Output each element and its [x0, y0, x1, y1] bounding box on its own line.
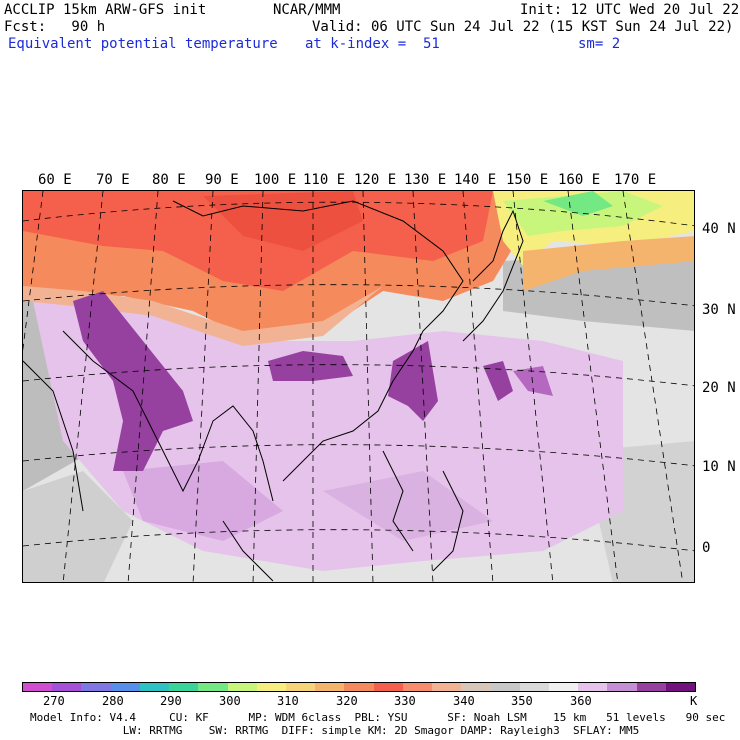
colorbar-swatch: [227, 683, 257, 691]
theta-e-map: [22, 190, 695, 583]
colorbar-swatch: [315, 683, 345, 691]
colorbar-unit: K: [690, 694, 698, 708]
model-info-line1: Model Info: V4.4 CU: KF MP: WDM 6class P…: [30, 711, 726, 724]
lon-label-130e: 130 E: [404, 172, 447, 188]
colorbar-swatch: [636, 683, 666, 691]
lat-label-0: 0: [702, 540, 711, 556]
pacific-deep-purple: [483, 361, 513, 401]
lat-label-20n: 20 N: [702, 380, 736, 396]
init-time: Init: 12 UTC Wed 20 Jul 22: [520, 2, 740, 18]
lon-label-70e: 70 E: [96, 172, 130, 188]
india-deep-purple: [73, 291, 193, 471]
colorbar-swatch: [198, 683, 228, 691]
lon-label-150e: 150 E: [506, 172, 549, 188]
ne-bright-green: [543, 191, 613, 216]
colorbar-label: 360: [570, 694, 592, 708]
lon-label-60e: 60 E: [38, 172, 72, 188]
colorbar-swatch: [285, 683, 316, 691]
colorbar-swatch: [169, 683, 199, 691]
lon-label-160e: 160 E: [558, 172, 601, 188]
colorbar-label: 350: [511, 694, 533, 708]
colorbar-swatch: [344, 683, 374, 691]
colorbar-label: 340: [453, 694, 475, 708]
taiwan-deep-purple: [388, 341, 438, 421]
lon-label-120e: 120 E: [354, 172, 397, 188]
colorbar-label: 290: [160, 694, 182, 708]
forecast-hour: Fcst: 90 h: [4, 19, 106, 35]
center-name: NCAR/MMM: [273, 2, 341, 18]
graticule: [23, 191, 694, 582]
colorbar-swatch: [490, 683, 520, 691]
lon-label-110e: 110 E: [303, 172, 346, 188]
colorbar-swatch: [548, 683, 579, 691]
colorbar-label: 270: [43, 694, 65, 708]
tibet-peach: [23, 286, 383, 346]
colorbar-swatch: [23, 683, 53, 691]
colorbar-swatch: [665, 683, 696, 691]
colorbar-label: 330: [394, 694, 416, 708]
colorbar: [22, 682, 696, 692]
ne-orange: [523, 236, 694, 291]
model-title: ACCLIP 15km ARW-GFS init: [4, 2, 207, 18]
scs-purple: [323, 471, 493, 541]
colorbar-label: 280: [102, 694, 124, 708]
field-name: Equivalent potential temperature: [8, 36, 278, 52]
colorbar-swatch: [432, 683, 462, 691]
colorbar-swatch: [52, 683, 82, 691]
pacific-purple: [513, 366, 553, 396]
colorbar-swatch: [402, 683, 433, 691]
lat-label-10n: 10 N: [702, 459, 736, 475]
lat-label-30n: 30 N: [702, 302, 736, 318]
valid-time: Valid: 06 UTC Sun 24 Jul 22 (15 KST Sun …: [312, 19, 734, 35]
colorbar-swatch: [607, 683, 637, 691]
sw-grey: [23, 471, 133, 582]
colorbar-label: 310: [277, 694, 299, 708]
model-info-line2: LW: RRTMG SW: RRTMG DIFF: simple KM: 2D …: [30, 724, 640, 737]
colorbar-swatch: [373, 683, 403, 691]
colorbar-swatch: [461, 683, 491, 691]
lon-label-100e: 100 E: [254, 172, 297, 188]
bay-purple: [123, 461, 283, 541]
lon-label-90e: 90 E: [205, 172, 239, 188]
colorbar-swatch: [139, 683, 170, 691]
lon-label-140e: 140 E: [454, 172, 497, 188]
colorbar-swatch: [110, 683, 140, 691]
smoothing: sm= 2: [578, 36, 621, 52]
colorbar-swatch: [256, 683, 286, 691]
colorbar-swatch: [519, 683, 549, 691]
lat-label-40n: 40 N: [702, 221, 736, 237]
colorbar-swatch: [578, 683, 608, 691]
colorbar-label: 300: [219, 694, 241, 708]
coastlines: [23, 200, 524, 582]
colorbar-swatch: [81, 683, 111, 691]
map-canvas: [23, 191, 694, 582]
lon-label-80e: 80 E: [152, 172, 186, 188]
lon-label-170e: 170 E: [614, 172, 657, 188]
level-index: at k-index = 51: [305, 36, 440, 52]
colorbar-label: 320: [336, 694, 358, 708]
china-deep-purple: [268, 351, 353, 381]
north-red-band: [23, 191, 493, 291]
